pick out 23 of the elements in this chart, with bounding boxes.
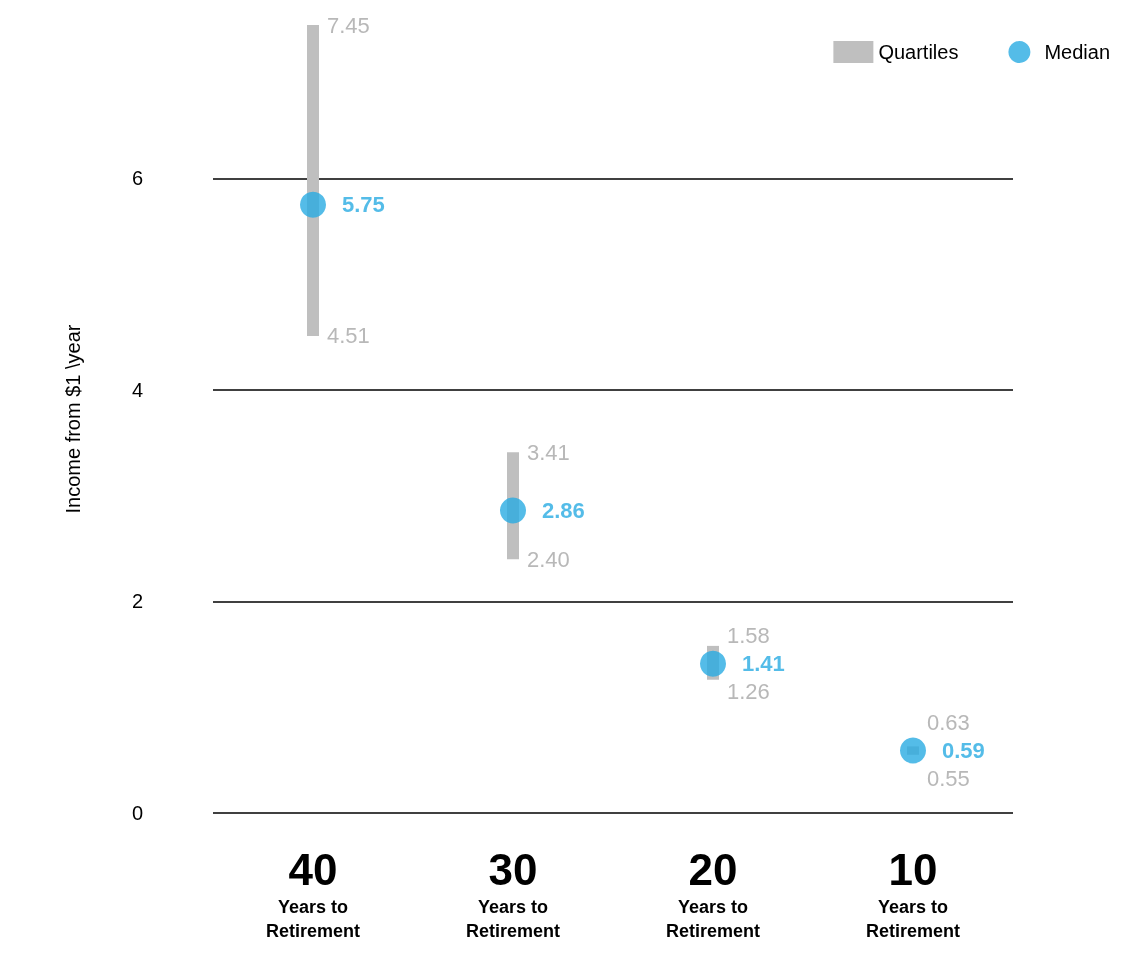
legend-label: Median bbox=[1044, 41, 1111, 63]
data-label: 2.86 bbox=[542, 497, 585, 523]
data-label: 1.41 bbox=[742, 651, 785, 677]
annotation: 2.40 bbox=[527, 546, 570, 572]
annotation: 7.45 bbox=[327, 12, 370, 38]
annotation: 1.58 bbox=[727, 623, 770, 649]
y-tick-label: 2 bbox=[131, 590, 143, 613]
x-tick-label: 10 Years to Retirement bbox=[865, 844, 961, 941]
x-tick-label: 20 Years to Retirement bbox=[665, 844, 761, 941]
y-tick-label: 4 bbox=[131, 378, 143, 401]
y-tick-label: 0 bbox=[131, 802, 143, 824]
annotation: 3.41 bbox=[527, 439, 570, 465]
annotation: 0.55 bbox=[927, 766, 970, 792]
annotation: 4.51 bbox=[327, 323, 370, 349]
x-tick-label: 40 Years to Retirement bbox=[265, 844, 361, 941]
annotation: 1.26 bbox=[727, 679, 770, 705]
y-tick-label: 6 bbox=[131, 167, 143, 190]
x-tick-label: 30 Years to Retirement bbox=[465, 844, 561, 941]
data-label: 0.59 bbox=[942, 738, 985, 764]
data-label: 5.75 bbox=[342, 192, 385, 218]
legend-label: Quartiles bbox=[878, 41, 959, 63]
y-axis-title: Income from $1 \year bbox=[62, 324, 84, 514]
annotation: 0.63 bbox=[927, 710, 970, 736]
